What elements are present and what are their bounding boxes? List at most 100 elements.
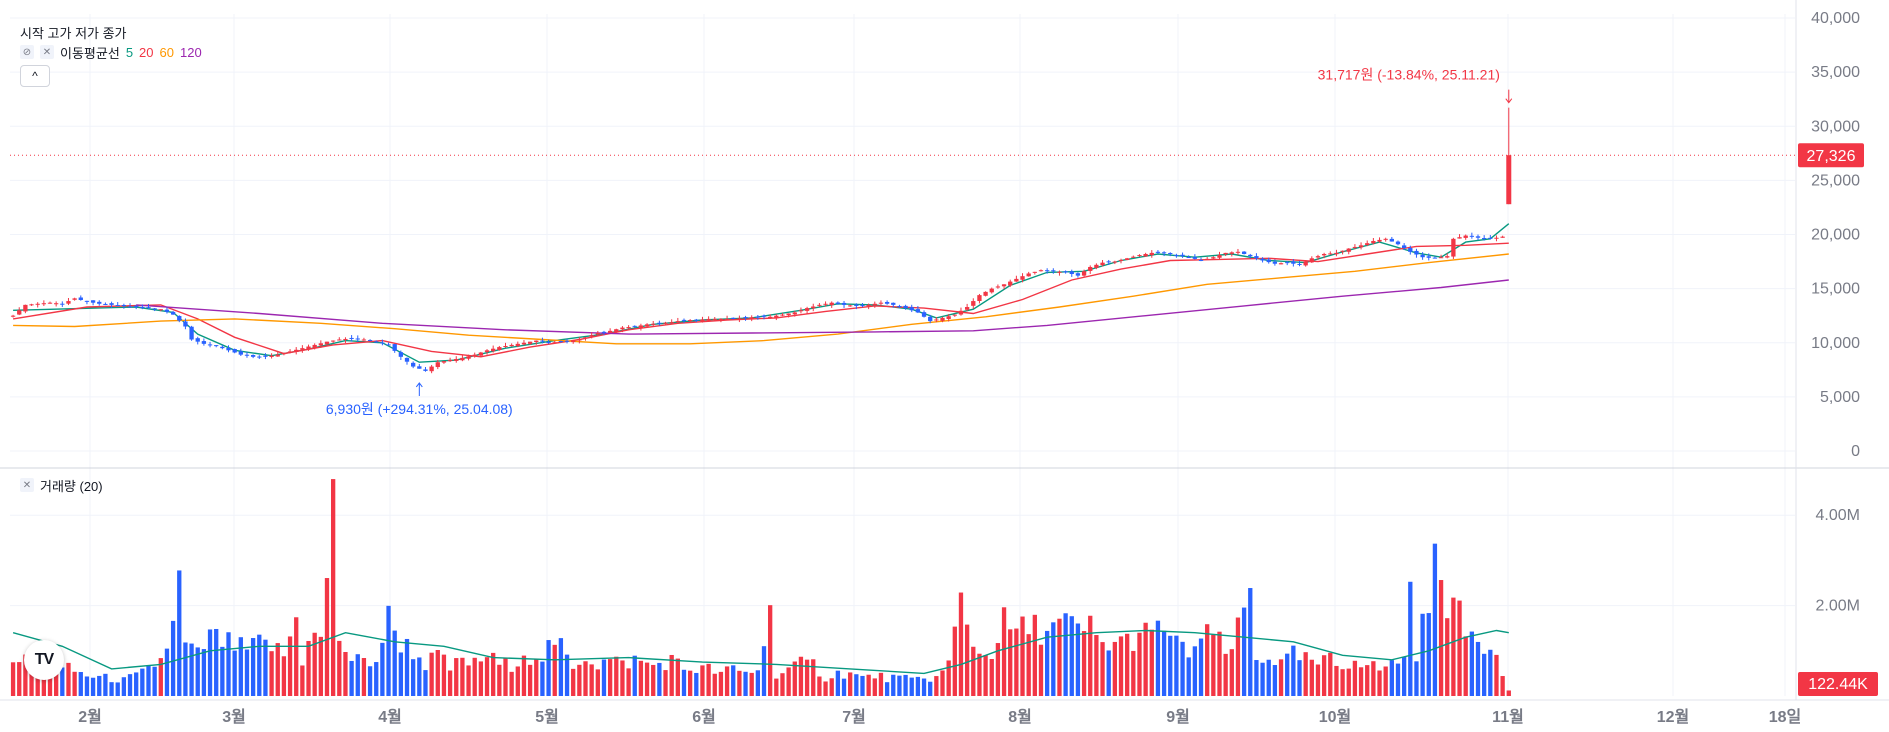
candle-body <box>1001 284 1007 287</box>
candle-body <box>589 335 594 337</box>
candle-body <box>829 302 834 306</box>
volume-bar <box>1309 659 1314 696</box>
candle-body <box>786 313 791 316</box>
candle-body <box>854 304 859 306</box>
candle-body <box>478 352 484 356</box>
volume-bar <box>484 657 490 696</box>
candle-body <box>1395 241 1401 245</box>
candle-body <box>454 358 459 361</box>
volume-bar <box>10 662 16 696</box>
volume-bar <box>47 676 53 696</box>
candle-body <box>946 316 951 319</box>
volume-bar <box>423 670 428 696</box>
volume-bar <box>1315 664 1321 696</box>
y-tick-label: 30,000 <box>1811 118 1860 135</box>
candle-body <box>250 355 256 357</box>
candle-body <box>183 321 188 327</box>
candle-body <box>361 339 367 341</box>
candle-body <box>1500 236 1505 238</box>
candle-body <box>878 302 884 304</box>
volume-bar <box>66 662 71 696</box>
volume-bar <box>1032 614 1037 696</box>
volume-bar <box>811 659 816 696</box>
volume-bar <box>1475 641 1481 696</box>
candle-body <box>1303 261 1308 266</box>
volume-bar <box>1229 649 1234 696</box>
close-icon[interactable]: ✕ <box>20 478 34 492</box>
candle-body <box>1205 258 1210 260</box>
x-tick-label: 9월 <box>1166 708 1190 726</box>
candle-body <box>792 312 797 315</box>
last-volume-badge <box>1798 672 1878 696</box>
candle-body <box>1365 243 1370 245</box>
candle-body <box>663 322 668 324</box>
candle-body <box>294 349 299 352</box>
candle-body <box>281 353 287 355</box>
volume-bar <box>700 665 705 696</box>
candle-body <box>897 305 902 307</box>
candle-body <box>651 323 656 325</box>
volume-bar <box>60 667 65 696</box>
candle-body <box>1198 259 1204 261</box>
volume-bar <box>491 652 496 696</box>
candle-body <box>577 338 582 341</box>
candle-body <box>54 303 59 305</box>
candle-body <box>687 320 693 322</box>
volume-bar <box>712 673 717 696</box>
volume-bar <box>928 681 933 696</box>
candle-body <box>860 305 865 307</box>
volume-bar <box>958 592 964 696</box>
candle-body <box>330 340 336 342</box>
volume-bar <box>706 663 711 696</box>
volume-bar <box>220 646 225 696</box>
tradingview-logo[interactable]: TV <box>24 640 64 680</box>
eye-off-icon[interactable]: ⊘ <box>20 45 34 59</box>
volume-bar <box>1463 636 1468 696</box>
candle-body <box>509 344 514 347</box>
volume-bar <box>392 630 397 696</box>
volume-bar <box>786 667 791 696</box>
volume-bar <box>380 642 385 696</box>
volume-bar <box>552 644 557 696</box>
volume-bar <box>1014 628 1019 696</box>
candle-body <box>1469 235 1475 237</box>
candle-body <box>1420 254 1425 258</box>
volume-bar <box>737 670 742 696</box>
volume-bar <box>146 665 151 696</box>
chevron-up-icon[interactable]: ^ <box>20 65 50 87</box>
volume-bar <box>1457 600 1462 696</box>
volume-bar <box>312 632 317 696</box>
volume-bar <box>934 676 939 696</box>
candle-body <box>90 300 96 303</box>
volume-bar <box>306 640 311 696</box>
volume-bar <box>749 672 754 696</box>
volume-bar <box>675 658 680 696</box>
volume-bar <box>860 675 865 696</box>
close-icon[interactable]: ✕ <box>40 45 54 59</box>
candle-body <box>534 340 539 343</box>
high-arrow <box>1505 89 1513 104</box>
volume-bar <box>878 672 884 696</box>
candle-body <box>1432 257 1438 259</box>
volume-bar <box>521 655 527 696</box>
volume-bar <box>1371 661 1376 696</box>
volume-bar <box>250 638 256 696</box>
volume-bar <box>238 637 243 696</box>
volume-bar <box>780 673 785 696</box>
price-legend: 시작 고가 저가 종가 ⊘ ✕ 이동평균선 5 20 60 120 ^ <box>20 22 202 87</box>
candle-body <box>355 338 360 340</box>
candle-body <box>41 303 47 305</box>
volume-bar <box>17 662 22 696</box>
volume-label: 거래량 (20) <box>40 478 103 494</box>
candle-body <box>1438 257 1444 259</box>
candle-body <box>1075 273 1081 276</box>
x-tick-label: 6월 <box>692 708 716 726</box>
y-tick-label: 10,000 <box>1811 335 1860 352</box>
volume-bar <box>1401 656 1407 696</box>
candle-body <box>1297 263 1302 265</box>
candle-body <box>466 356 471 359</box>
volume-bar <box>626 668 631 696</box>
volume-bar <box>1285 653 1290 696</box>
candle-body <box>743 317 748 319</box>
